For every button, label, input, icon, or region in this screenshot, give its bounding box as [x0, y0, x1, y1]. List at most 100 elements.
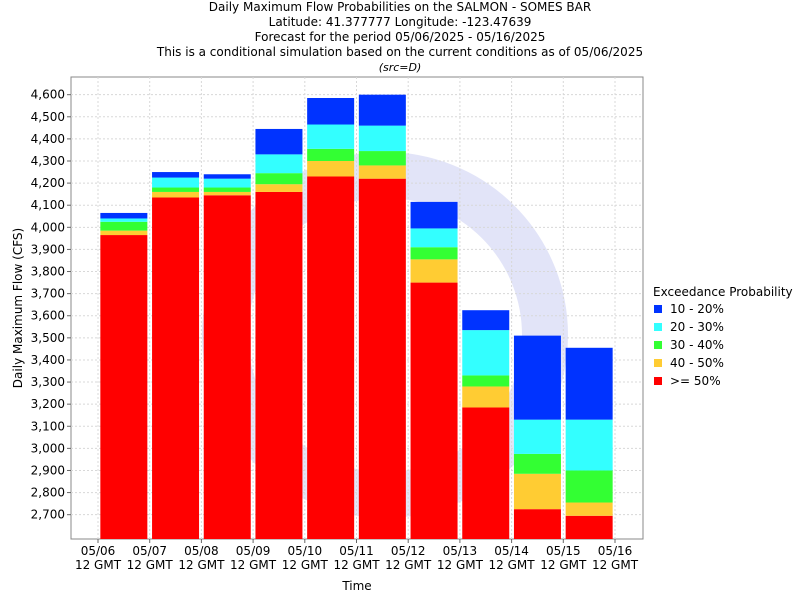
bar-segment-40-50: [152, 191, 200, 198]
legend-item-30-40: 30 - 40%: [653, 336, 793, 354]
bar-segment-40-50: [462, 386, 510, 408]
y-tick-label: 4,300: [31, 154, 65, 168]
y-tick-label: 3,900: [31, 242, 65, 256]
bar-segment-30-40: [152, 187, 200, 192]
legend-swatch: [654, 341, 662, 349]
bar-segment-30-40: [410, 247, 458, 260]
y-tick-label: 3,600: [31, 309, 65, 323]
bar-segment-10-20: [513, 335, 561, 420]
bar-segment-30-40: [358, 151, 406, 166]
y-tick-label: 4,400: [31, 132, 65, 146]
bar-segment-10-20: [307, 98, 355, 125]
y-tick-label: 2,900: [31, 463, 65, 477]
legend-label: 30 - 40%: [670, 338, 724, 352]
bar-segment-ge-50: [565, 515, 613, 539]
y-tick-label: 3,500: [31, 331, 65, 345]
chart-subtitle-period: Forecast for the period 05/06/2025 - 05/…: [254, 30, 546, 44]
y-tick-label: 4,500: [31, 110, 65, 124]
bar-segment-20-30: [513, 419, 561, 454]
x-tick-label-date: 05/16: [598, 544, 633, 558]
bar-segment-20-30: [307, 124, 355, 149]
chart-subtitle-condition: This is a conditional simulation based o…: [156, 45, 644, 59]
y-tick-label: 2,800: [31, 486, 65, 500]
bar-segment-30-40: [513, 453, 561, 474]
x-tick-label-date: 05/07: [132, 544, 167, 558]
bar-segment-20-30: [462, 330, 510, 376]
bar-segment-ge-50: [410, 282, 458, 539]
axes: 2,700 2,800 2,900 3,000 3,100 3,200 3,300 3,400…: [31, 88, 639, 572]
y-tick-label: 3,300: [31, 375, 65, 389]
bar-segment-10-20: [565, 347, 613, 420]
legend-item-20-30: 20 - 30%: [653, 318, 793, 336]
x-tick-label-time: 12 GMT: [127, 558, 174, 572]
bar-segment-30-40: [462, 375, 510, 387]
y-tick-label: 3,700: [31, 287, 65, 301]
x-tick-label-time: 12 GMT: [592, 558, 639, 572]
x-tick-label-time: 12 GMT: [540, 558, 587, 572]
chart-title: Daily Maximum Flow Probabilities on the …: [208, 0, 592, 14]
bar-segment-40-50: [255, 184, 303, 192]
chart-title-block: Daily Maximum Flow Probabilities on the …: [0, 0, 800, 75]
bar-segment-10-20: [100, 212, 148, 219]
bar-segment-10-20: [152, 172, 200, 178]
x-tick-label-time: 12 GMT: [282, 558, 329, 572]
legend-label: >= 50%: [670, 374, 721, 388]
bar-segment-20-30: [100, 218, 148, 222]
x-tick-label-time: 12 GMT: [437, 558, 484, 572]
bar-segment-30-40: [255, 173, 303, 185]
bar-segment-20-30: [152, 177, 200, 188]
bar-segment-ge-50: [462, 407, 510, 539]
x-axis-label: Time: [341, 579, 371, 593]
x-tick-label-date: 05/08: [184, 544, 219, 558]
bar-segment-10-20: [462, 310, 510, 331]
x-tick-label-time: 12 GMT: [75, 558, 122, 572]
legend-label: 40 - 50%: [670, 356, 724, 370]
x-tick-label-date: 05/06: [81, 544, 116, 558]
y-tick-label: 4,600: [31, 88, 65, 102]
legend-swatch: [654, 323, 662, 331]
legend-swatch: [654, 359, 662, 367]
bar-segment-30-40: [307, 148, 355, 161]
x-tick-label-time: 12 GMT: [385, 558, 432, 572]
legend-swatch: [654, 305, 662, 313]
bar-segment-10-20: [410, 201, 458, 229]
bar-segment-ge-50: [203, 195, 251, 539]
y-tick-label: 3,100: [31, 419, 65, 433]
y-tick-label: 3,200: [31, 397, 65, 411]
bar-segment-ge-50: [255, 191, 303, 539]
legend-label: 20 - 30%: [670, 320, 724, 334]
legend: Exceedance Probability 10 - 20% 20 - 30%…: [653, 284, 793, 390]
bar-segment-ge-50: [152, 197, 200, 539]
legend-item-40-50: 40 - 50%: [653, 354, 793, 372]
x-tick-label-date: 05/11: [339, 544, 374, 558]
x-tick-label-time: 12 GMT: [333, 558, 380, 572]
y-tick-label: 3,400: [31, 353, 65, 367]
x-tick-label-date: 05/15: [546, 544, 581, 558]
y-tick-label: 4,200: [31, 176, 65, 190]
bar-segment-30-40: [100, 221, 148, 231]
x-tick-label-date: 05/13: [443, 544, 478, 558]
chart-subtitle-source: (src=D): [378, 61, 422, 74]
bar-segment-40-50: [513, 473, 561, 510]
bars: [100, 94, 613, 540]
legend-label: 10 - 20%: [670, 302, 724, 316]
y-tick-label: 2,700: [31, 508, 65, 522]
bar-segment-10-20: [203, 174, 251, 179]
bar-segment-40-50: [307, 161, 355, 177]
bar-segment-ge-50: [358, 178, 406, 539]
y-tick-label: 3,000: [31, 441, 65, 455]
x-tick-label-date: 05/10: [288, 544, 323, 558]
bar-segment-ge-50: [100, 235, 148, 540]
x-tick-label-date: 05/09: [236, 544, 271, 558]
y-axis-label: Daily Maximum Flow (CFS): [11, 228, 25, 388]
legend-title: Exceedance Probability: [653, 285, 793, 299]
x-tick-label-date: 05/14: [494, 544, 529, 558]
bar-segment-20-30: [358, 125, 406, 152]
bar-segment-20-30: [410, 228, 458, 248]
bar-segment-40-50: [358, 165, 406, 179]
bar-segment-40-50: [100, 230, 148, 236]
bar-segment-40-50: [203, 191, 251, 196]
x-tick-label-time: 12 GMT: [489, 558, 536, 572]
legend-item-50-plus: >= 50%: [653, 372, 793, 390]
